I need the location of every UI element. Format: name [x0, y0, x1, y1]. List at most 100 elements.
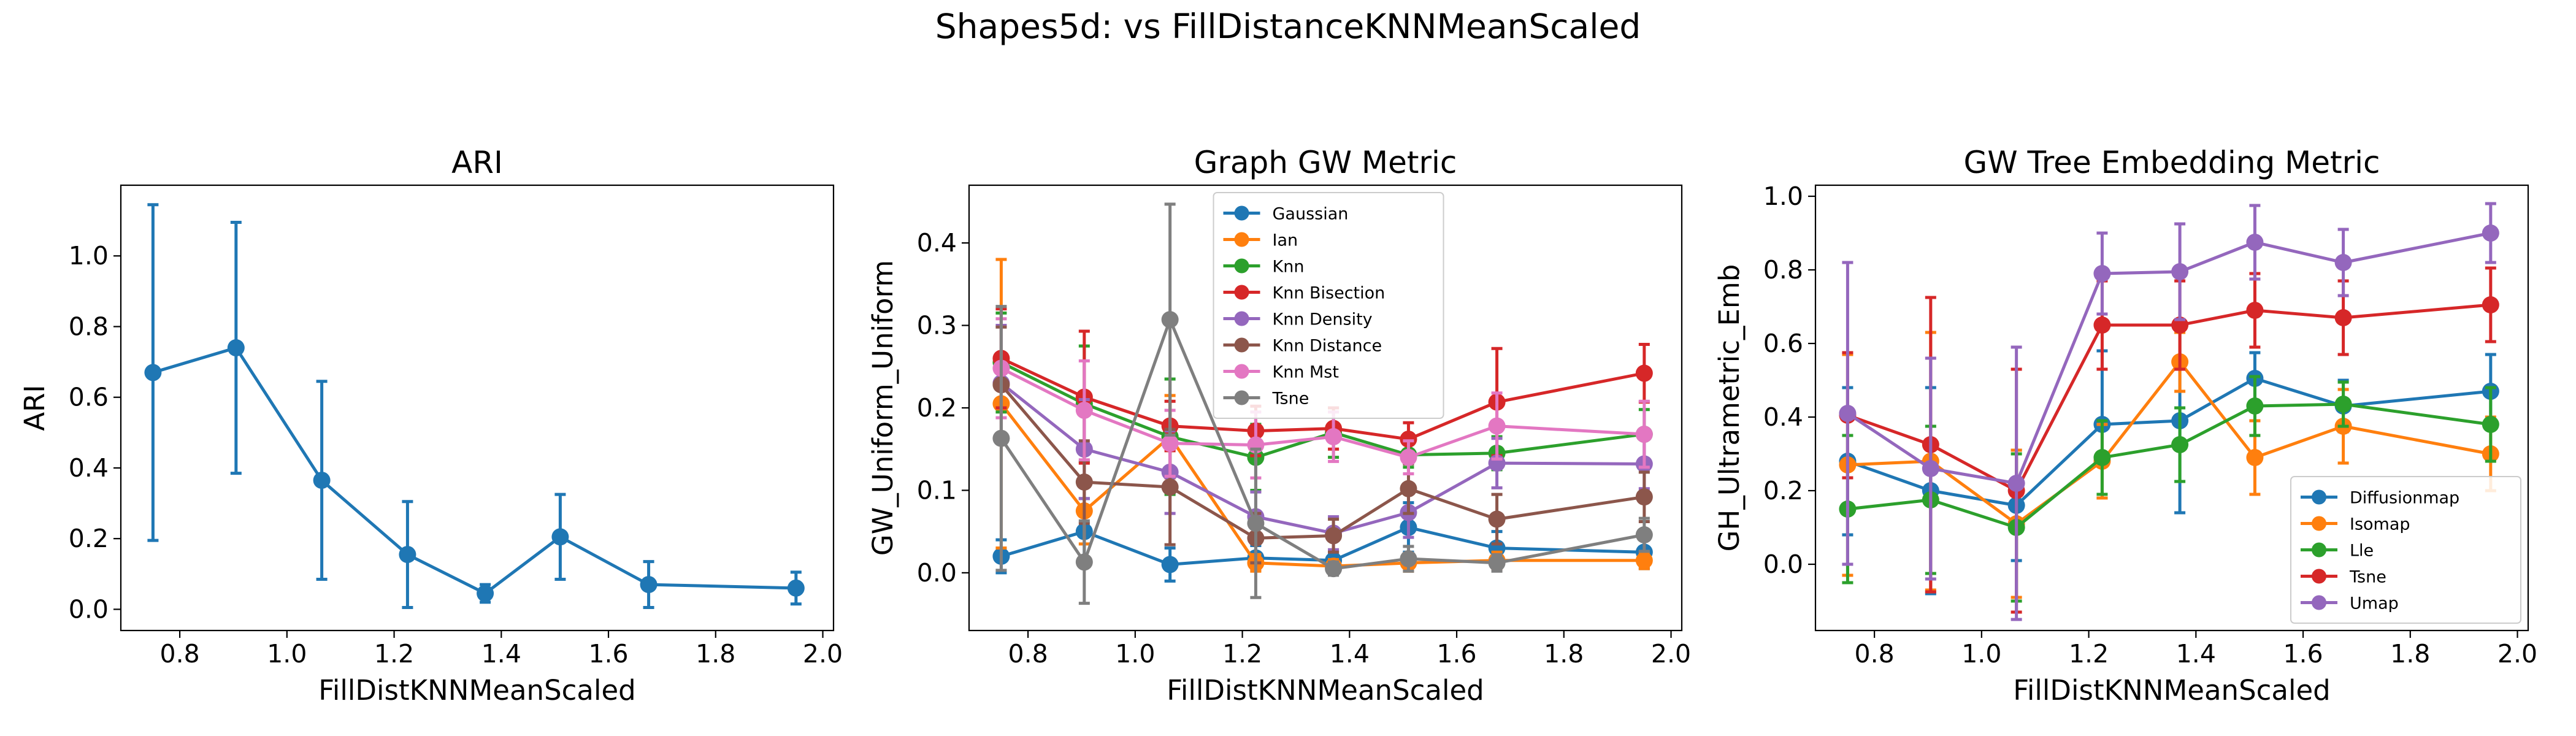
gw-tree-embedding-metric-panel-series-umap-point	[1839, 405, 1857, 422]
ari-panel-y-tick-label: 0.2	[69, 524, 109, 553]
graph-gw-metric-panel-series-knn-density-line	[1000, 381, 1644, 535]
graph-gw-metric-panel-legend-entry-knn-mst-label: Knn Mst	[1273, 363, 1339, 382]
graph-gw-metric-panel-series-knn-mst-point	[1635, 426, 1653, 443]
gw-tree-embedding-metric-panel-series-umap-point	[2007, 475, 2025, 492]
graph-gw-metric-panel-x-tick-label: 1.6	[1436, 639, 1476, 669]
graph-gw-metric-panel-legend-entry-knn-density-label: Knn Density	[1273, 310, 1373, 329]
graph-gw-metric-panel-x-tick-label: 2.0	[1651, 639, 1691, 669]
ari-panel-series-1-point	[640, 576, 657, 594]
graph-gw-metric-panel-series-knn-distance-point	[1161, 478, 1179, 496]
graph-gw-metric-panel-series-knn-distance-line	[1000, 383, 1645, 540]
graph-gw-metric-panel-legend-entry-knn-density-marker	[1234, 311, 1249, 326]
gw-tree-embedding-metric-panel-series-lle-line	[1847, 402, 2491, 529]
graph-gw-metric-panel-legend-entry-knn-bisection-marker	[1234, 285, 1249, 300]
ari-panel-title: ARI	[451, 145, 503, 180]
gw-tree-embedding-metric-panel-x-tick-label: 1.0	[1961, 639, 2001, 669]
ari-panel-x-axis-label: FillDistKNNMeanScaled	[318, 674, 635, 707]
gw-tree-embedding-metric-panel-series-lle-point	[2334, 396, 2352, 413]
gw-tree-embedding-metric-panel-series-tsne-point	[2334, 309, 2352, 326]
gw-tree-embedding-metric-panel-y-axis-label: GH_Ultrametric_Emb	[1713, 264, 1746, 552]
gw-tree-embedding-metric-panel-title: GW Tree Embedding Metric	[1963, 145, 2380, 180]
graph-gw-metric-panel-series-knn-line	[1000, 361, 1645, 459]
gw-tree-embedding-metric-panel: GW Tree Embedding Metric FillDistKNNMean…	[1713, 145, 2537, 707]
graph-gw-metric-panel-series-knn-bisection	[992, 307, 1653, 465]
gw-tree-embedding-metric-panel-series-lle-point	[2093, 449, 2111, 466]
graph-gw-metric-panel-x-tick-label: 1.8	[1544, 639, 1584, 669]
graph-gw-metric-panel-series-knn-bisection-point	[1635, 364, 1653, 382]
gw-tree-embedding-metric-panel-series-tsne-point	[2093, 316, 2111, 334]
graph-gw-metric-panel-series-knn-distance-point	[1075, 473, 1093, 491]
gw-tree-embedding-metric-panel-legend-entry-lle-label: Lle	[2350, 542, 2374, 561]
ari-panel-series-1-point	[399, 546, 416, 564]
graph-gw-metric-panel-legend-entry-ian-marker	[1234, 232, 1249, 247]
ari-panel-x-tick-label: 2.0	[803, 639, 843, 669]
graph-gw-metric-panel-y-tick-label: 0.4	[917, 228, 957, 258]
ari-panel-series-1-line	[152, 346, 796, 595]
gw-tree-embedding-metric-panel-series-tsne-line	[1847, 303, 2491, 493]
graph-gw-metric-panel-series-tsne-point	[1635, 526, 1653, 544]
ari-panel-series-1-point	[227, 339, 245, 357]
graph-gw-metric-panel-y-tick-label: 0.0	[917, 558, 957, 588]
ari-panel-series-1	[144, 203, 805, 610]
graph-gw-metric-panel-series-tsne-point	[1400, 550, 1417, 568]
ari-panel-y-tick-label: 0.8	[69, 312, 109, 341]
gw-tree-embedding-metric-panel-legend-entry-tsne-label: Tsne	[2349, 568, 2386, 587]
graph-gw-metric-panel-title: Graph GW Metric	[1194, 145, 1457, 180]
gw-tree-embedding-metric-panel-series-isomap-point	[2246, 449, 2264, 466]
gw-tree-embedding-metric-panel-series-umap-point	[1922, 460, 1939, 477]
gw-tree-embedding-metric-panel-series-tsne-point	[2482, 296, 2499, 313]
gw-tree-embedding-metric-panel-y-tick-label: 0.8	[1763, 255, 1803, 285]
gw-tree-embedding-metric-panel-y-tick-label: 1.0	[1763, 182, 1803, 211]
graph-gw-metric-panel-legend-entry-knn-bisection-label: Knn Bisection	[1273, 284, 1386, 303]
ari-panel-x-tick-label: 1.2	[374, 639, 414, 669]
gw-tree-embedding-metric-panel-legend-entry-tsne-marker	[2312, 569, 2326, 584]
gw-tree-embedding-metric-panel-legend-entry-diffusionmap-marker	[2312, 489, 2326, 505]
graph-gw-metric-panel-series-tsne-point	[992, 429, 1010, 447]
ari-panel-x-tick-label: 1.6	[588, 639, 628, 669]
ari-panel-y-tick-label: 0.6	[69, 383, 109, 412]
ari-panel-y-tick-label: 1.0	[69, 241, 109, 270]
graph-gw-metric-panel-series-knn-mst-point	[1161, 434, 1179, 452]
graph-gw-metric-panel-x-tick-label: 0.8	[1008, 639, 1048, 669]
ari-panel-axes-frame	[120, 184, 835, 632]
graph-gw-metric-panel-legend-entry-knn-marker	[1234, 258, 1249, 274]
gw-tree-embedding-metric-panel-x-tick-label: 1.8	[2390, 639, 2430, 669]
gw-tree-embedding-metric-panel-x-tick-label: 1.4	[2176, 639, 2216, 669]
gw-tree-embedding-metric-panel-series-umap	[1839, 202, 2499, 621]
gw-tree-embedding-metric-panel-legend-entry-lle-marker	[2312, 542, 2326, 558]
graph-gw-metric-panel-legend-entry-knn-distance-marker	[1234, 337, 1249, 353]
graph-gw-metric-panel-legend-entry-tsne-label: Tsne	[1272, 389, 1309, 408]
gw-tree-embedding-metric-panel-series-lle-point	[2171, 436, 2189, 453]
gw-tree-embedding-metric-panel-y-tick-label: 0.0	[1763, 550, 1803, 579]
ari-panel-x-tick-label: 0.8	[159, 639, 199, 669]
graph-gw-metric-panel-series-knn-mst-point	[1488, 417, 1506, 435]
gw-tree-embedding-metric-panel-series-diffusionmap-line	[1847, 377, 2491, 507]
gw-tree-embedding-metric-panel-series-umap-point	[2334, 254, 2352, 271]
graph-gw-metric-panel-series-knn-bisection-point	[1400, 431, 1417, 448]
graph-gw-metric-panel-legend-entry-ian-label: Ian	[1273, 231, 1298, 250]
gw-tree-embedding-metric-panel-x-tick-label: 0.8	[1854, 639, 1894, 669]
ari-panel-series-1-point	[313, 472, 331, 489]
graph-gw-metric-panel-series-knn-distance-point	[1325, 527, 1343, 545]
gw-tree-embedding-metric-panel-x-axis-label: FillDistKNNMeanScaled	[2013, 674, 2330, 707]
graph-gw-metric-panel-legend-entry-knn-distance-label: Knn Distance	[1273, 337, 1382, 356]
graph-gw-metric-panel-y-tick-label: 0.2	[917, 393, 957, 423]
graph-gw-metric-panel-series-knn-mst-line	[1000, 367, 1644, 459]
graph-gw-metric-panel-y-tick-label: 0.1	[917, 475, 957, 505]
gw-tree-embedding-metric-panel-series-umap-point	[2171, 263, 2189, 280]
ari-panel-series-1-point	[144, 364, 162, 381]
graph-gw-metric-panel-legend: Gaussian Ian Knn Knn Bisection Knn Density Kn…	[1213, 192, 1444, 419]
graph-gw-metric-panel-x-tick-label: 1.0	[1115, 639, 1155, 669]
gw-tree-embedding-metric-panel-legend-frame	[2290, 476, 2521, 624]
gw-tree-embedding-metric-panel-series-umap-point	[2246, 234, 2264, 251]
graph-gw-metric-panel-y-tick-label: 0.3	[917, 311, 957, 340]
ari-panel-x-tick-label: 1.4	[481, 639, 521, 669]
gw-tree-embedding-metric-panel-legend: Diffusionmap Isomap Lle Tsne Umap	[2290, 476, 2521, 624]
graph-gw-metric-panel-series-tsne	[992, 202, 1653, 605]
graph-gw-metric-panel-series-knn-mst-point	[1325, 428, 1343, 446]
graph-gw-metric-panel-legend-entry-gaussian-marker	[1234, 205, 1249, 221]
graph-gw-metric-panel-series-knn-distance-point	[1488, 510, 1506, 528]
graph-gw-metric-panel-series-knn-bisection-line	[1000, 357, 1645, 441]
ari-panel-x-tick-label: 1.0	[267, 639, 307, 669]
graph-gw-metric-panel-series-ian-point	[1635, 551, 1653, 569]
